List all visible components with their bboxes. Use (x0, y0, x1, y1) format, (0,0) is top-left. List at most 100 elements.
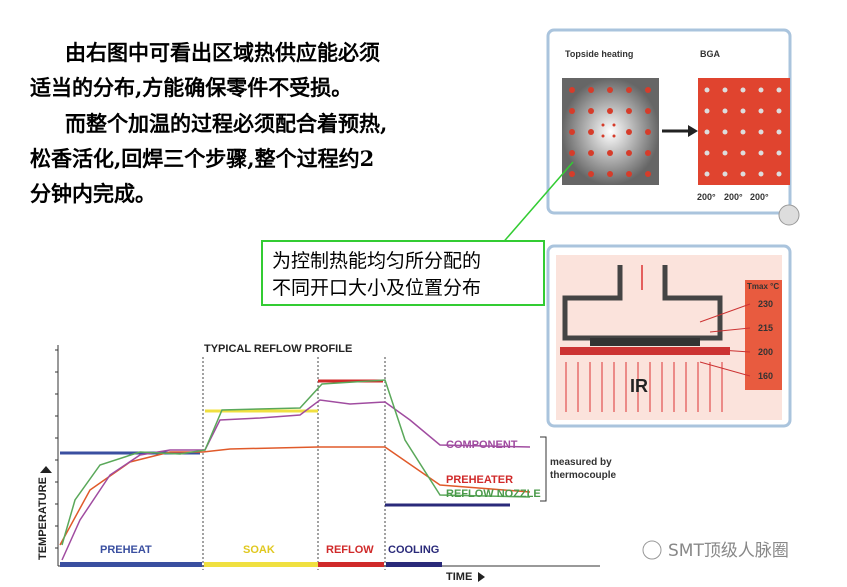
ball (740, 129, 746, 135)
callout-pointer (499, 161, 574, 247)
note: measured by (550, 457, 612, 468)
bga-balls (704, 87, 782, 177)
text-line: 分钟内完成。 (30, 181, 156, 206)
dot (626, 129, 632, 135)
temp-label: 160 (758, 371, 773, 381)
ball (722, 150, 728, 156)
pitch-label: 200° (724, 192, 743, 202)
profile: TYPICAL REFLOW PROFILE TEMPERATURE TIME … (37, 343, 617, 583)
dot (588, 108, 594, 114)
ball (740, 171, 746, 177)
dot (588, 87, 594, 93)
dot (569, 150, 575, 156)
phase-bar (318, 562, 384, 567)
dot (588, 129, 594, 135)
dot (645, 108, 651, 114)
ball (776, 150, 782, 156)
text-line: 适当的分布,方能确保零件不受损。 (30, 75, 352, 100)
dot (588, 171, 594, 177)
ball (740, 87, 746, 93)
dot (607, 150, 613, 156)
heating-dots (569, 87, 651, 177)
phase-bar (204, 562, 318, 567)
heating-map (562, 78, 659, 185)
figure-ir: Tmax °C 230 215 200 160 IR (546, 244, 792, 428)
dot (645, 150, 651, 156)
dot (607, 87, 613, 93)
dot (569, 171, 575, 177)
dot (626, 108, 632, 114)
y-arrow (40, 466, 52, 473)
profile-title: TYPICAL REFLOW PROFILE (204, 343, 352, 355)
ir-label: IR (630, 376, 648, 396)
component (590, 338, 700, 346)
pitch-label: 200° (697, 192, 716, 202)
pcb (560, 347, 730, 355)
phase-label: PREHEAT (100, 544, 152, 556)
dot (607, 108, 613, 114)
watermark-icon (642, 540, 662, 560)
ball (722, 171, 728, 177)
ball (722, 108, 728, 114)
ball (704, 108, 710, 114)
phase-label: COOLING (388, 544, 439, 556)
dot (612, 134, 616, 138)
text-line: 由右图中可看出区域热供应能必须 (65, 40, 380, 65)
dot (626, 150, 632, 156)
note: thermocouple (550, 470, 617, 481)
temp-label: 215 (758, 323, 773, 333)
ball (740, 150, 746, 156)
ball (704, 171, 710, 177)
temp-label: 200 (758, 347, 773, 357)
body-text: 由右图中可看出区域热供应能必须 适当的分布,方能确保零件不受损。 而整个加温的过… (30, 40, 387, 206)
ball (758, 108, 764, 114)
ball (704, 87, 710, 93)
bracket (540, 436, 547, 502)
dot (569, 87, 575, 93)
curve-label: COMPONENT (446, 439, 518, 451)
callout-line: 为控制热能均匀所分配的 (272, 250, 481, 272)
dot (601, 123, 605, 127)
pitch-label: 200° (750, 192, 769, 202)
ball (776, 108, 782, 114)
nozzle-curve (61, 379, 531, 546)
ball (704, 129, 710, 135)
phase-label: SOAK (243, 544, 275, 556)
dot (626, 87, 632, 93)
ball (778, 204, 800, 226)
ball (758, 129, 764, 135)
dot (607, 171, 613, 177)
dot (645, 87, 651, 93)
ir-arrows (565, 362, 723, 412)
y-label: TEMPERATURE (37, 477, 49, 560)
arrow-head (688, 125, 698, 137)
ball (758, 171, 764, 177)
axis-ticks (55, 349, 58, 549)
phase-divider (202, 357, 386, 570)
figure-top: Topside heating BGA 200° 200° 200° (546, 28, 800, 226)
phase-bar (60, 562, 202, 567)
temp-scale (745, 280, 782, 390)
x-arrow (478, 572, 485, 582)
ball (704, 150, 710, 156)
dot (569, 108, 575, 114)
text-line: 而整个加温的过程必须配合着预热, (65, 111, 387, 136)
ball (758, 150, 764, 156)
ball (776, 129, 782, 135)
text-line: 松香活化,回焊三个步骤,整个过程约2 (30, 146, 374, 171)
label: BGA (700, 49, 721, 59)
x-label: TIME (446, 571, 472, 583)
temp-label: 230 (758, 299, 773, 309)
dot (645, 171, 651, 177)
dot (588, 150, 594, 156)
curve-label: REFLOW NOZZLE (446, 488, 541, 500)
component-curve (61, 399, 531, 561)
dot (569, 129, 575, 135)
phase-bar (386, 562, 442, 567)
dot (626, 171, 632, 177)
ball (776, 87, 782, 93)
ball (740, 108, 746, 114)
dot (601, 134, 605, 138)
ball (776, 171, 782, 177)
